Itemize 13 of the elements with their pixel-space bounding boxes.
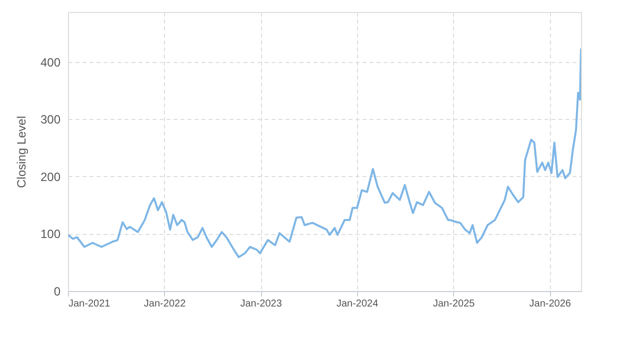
y-tick-label: 100	[40, 227, 61, 242]
x-tick-label: Jan-2021	[68, 298, 111, 310]
x-tick-label: Jan-2025	[432, 298, 476, 310]
y-tick-label: 300	[40, 112, 61, 127]
y-tick-label: 400	[40, 55, 61, 70]
line-series	[68, 48, 581, 258]
x-tick-label: Jan-2022	[144, 298, 186, 310]
x-tick-label: Jan-2024	[336, 298, 379, 310]
y-tick-label: 0	[54, 284, 61, 298]
y-tick-label: 200	[40, 170, 61, 184]
x-tick-label: Jan-2023	[240, 298, 282, 310]
y-axis-title: Closing Level	[14, 116, 28, 188]
x-tick-label: Jan-2026	[529, 298, 572, 310]
